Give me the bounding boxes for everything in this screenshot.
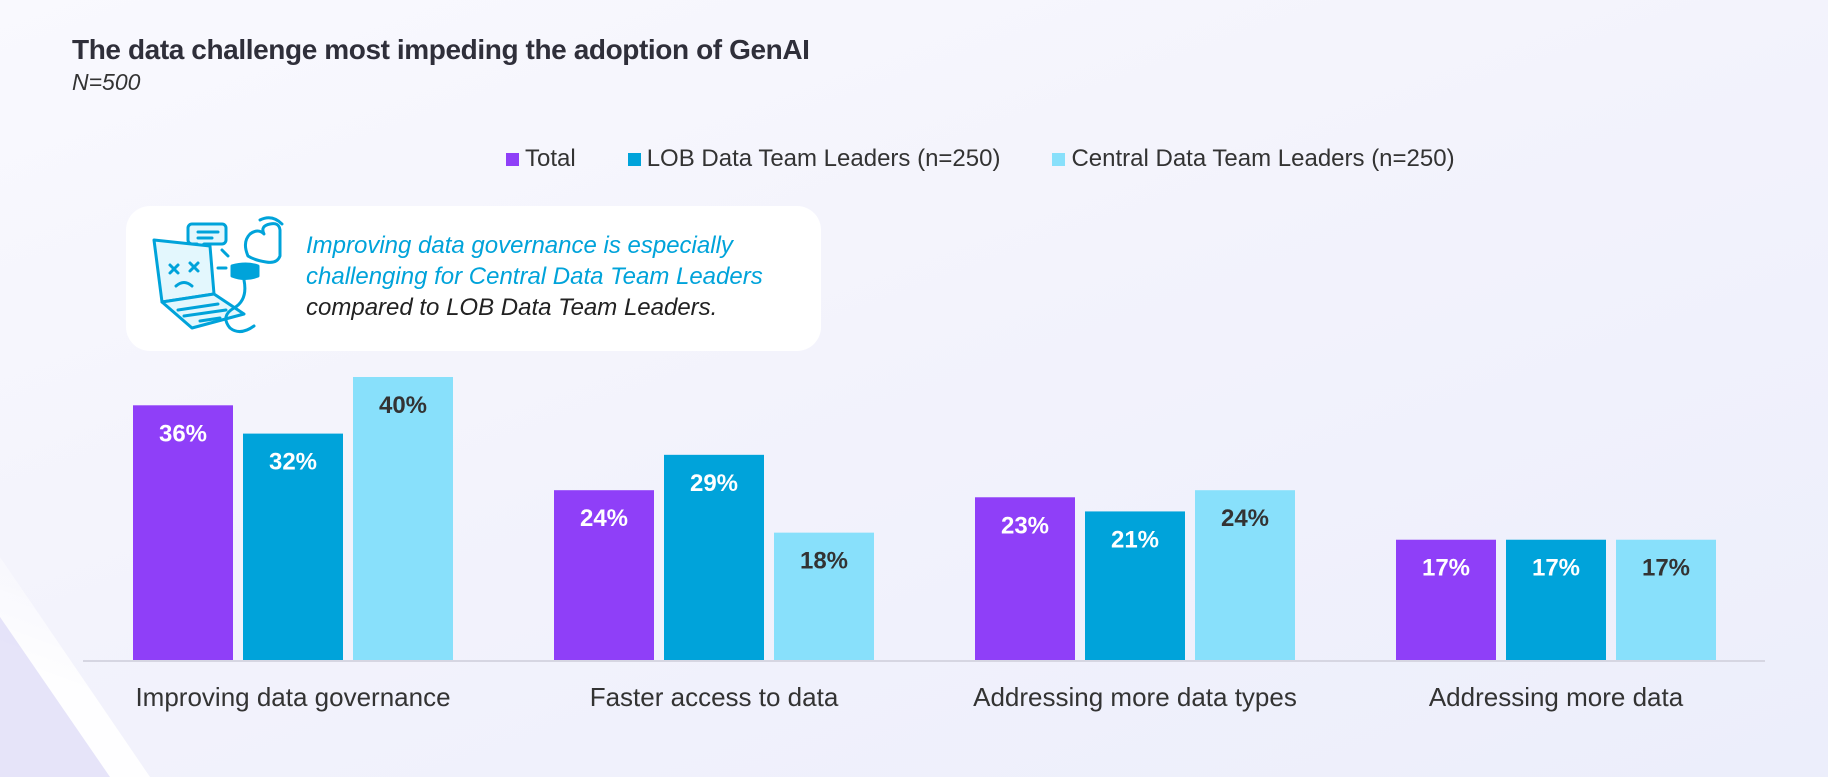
callout-text: Improving data governance is especially … <box>306 230 763 323</box>
data-label-improving-data-governance-central-data-team-leaders-n-250: 40% <box>379 392 427 419</box>
bar-improving-data-governance-lob-data-team-leaders-n-250 <box>243 433 343 660</box>
bar-improving-data-governance-total <box>133 405 233 660</box>
chart-subtitle: N=500 <box>72 69 141 95</box>
broken-laptop-icon <box>152 216 284 333</box>
legend: Total LOB Data Team Leaders (n=250) Cent… <box>506 145 1455 173</box>
category-label-addressing-more-data-types: Addressing more data types <box>973 682 1297 712</box>
legend-swatch-total <box>506 152 519 166</box>
bar-addressing-more-data-types-lob-data-team-leaders-n-250 <box>1085 511 1185 660</box>
legend-label-lob: LOB Data Team Leaders (n=250) <box>646 145 1001 172</box>
bar-addressing-more-data-types-central-data-team-leaders-n-250 <box>1195 490 1295 660</box>
bar-improving-data-governance-central-data-team-leaders-n-250 <box>353 377 453 660</box>
callout-box: Improving data governance is especially … <box>126 206 821 351</box>
chart-title: The data challenge most impeding the ado… <box>72 34 810 65</box>
data-label-addressing-more-data-total: 17% <box>1422 555 1470 582</box>
category-label-improving-data-governance: Improving data governance <box>135 682 450 712</box>
data-label-addressing-more-data-types-central-data-team-leaders-n-250: 24% <box>1221 505 1269 532</box>
legend-item-central: Central Data Team Leaders (n=250) <box>1052 145 1455 173</box>
legend-label-central: Central Data Team Leaders (n=250) <box>1071 145 1455 172</box>
bar-addressing-more-data-types-total <box>975 497 1075 660</box>
bar-faster-access-to-data-lob-data-team-leaders-n-250 <box>664 454 764 660</box>
data-label-faster-access-to-data-central-data-team-leaders-n-250: 18% <box>800 548 848 575</box>
bar-addressing-more-data-central-data-team-leaders-n-250 <box>1616 539 1716 660</box>
bar-faster-access-to-data-central-data-team-leaders-n-250 <box>774 532 874 660</box>
data-label-improving-data-governance-total: 36% <box>159 420 207 447</box>
bar-faster-access-to-data-total <box>554 490 654 660</box>
legend-item-lob: LOB Data Team Leaders (n=250) <box>627 145 1001 173</box>
data-label-addressing-more-data-types-total: 23% <box>1001 512 1049 539</box>
callout-line-2: challenging for Central Data Team Leader… <box>306 263 763 290</box>
callout-line-1: Improving data governance is especially <box>306 232 733 259</box>
bar-addressing-more-data-lob-data-team-leaders-n-250 <box>1506 539 1606 660</box>
data-label-faster-access-to-data-total: 24% <box>580 505 628 532</box>
legend-swatch-lob <box>627 152 641 166</box>
data-label-addressing-more-data-types-lob-data-team-leaders-n-250: 21% <box>1111 526 1159 553</box>
category-label-addressing-more-data: Addressing more data <box>1429 682 1684 712</box>
legend-label-total: Total <box>525 145 576 172</box>
legend-swatch-central <box>1052 152 1066 166</box>
bar-addressing-more-data-total <box>1396 539 1496 660</box>
data-label-addressing-more-data-central-data-team-leaders-n-250: 17% <box>1642 555 1690 582</box>
callout-line-3: compared to LOB Data Team Leaders. <box>306 294 718 321</box>
data-label-faster-access-to-data-lob-data-team-leaders-n-250: 29% <box>690 470 738 497</box>
category-label-faster-access-to-data: Faster access to data <box>590 682 839 712</box>
data-label-addressing-more-data-lob-data-team-leaders-n-250: 17% <box>1532 555 1580 582</box>
data-label-improving-data-governance-lob-data-team-leaders-n-250: 32% <box>269 449 317 476</box>
legend-item-total: Total <box>506 145 576 173</box>
